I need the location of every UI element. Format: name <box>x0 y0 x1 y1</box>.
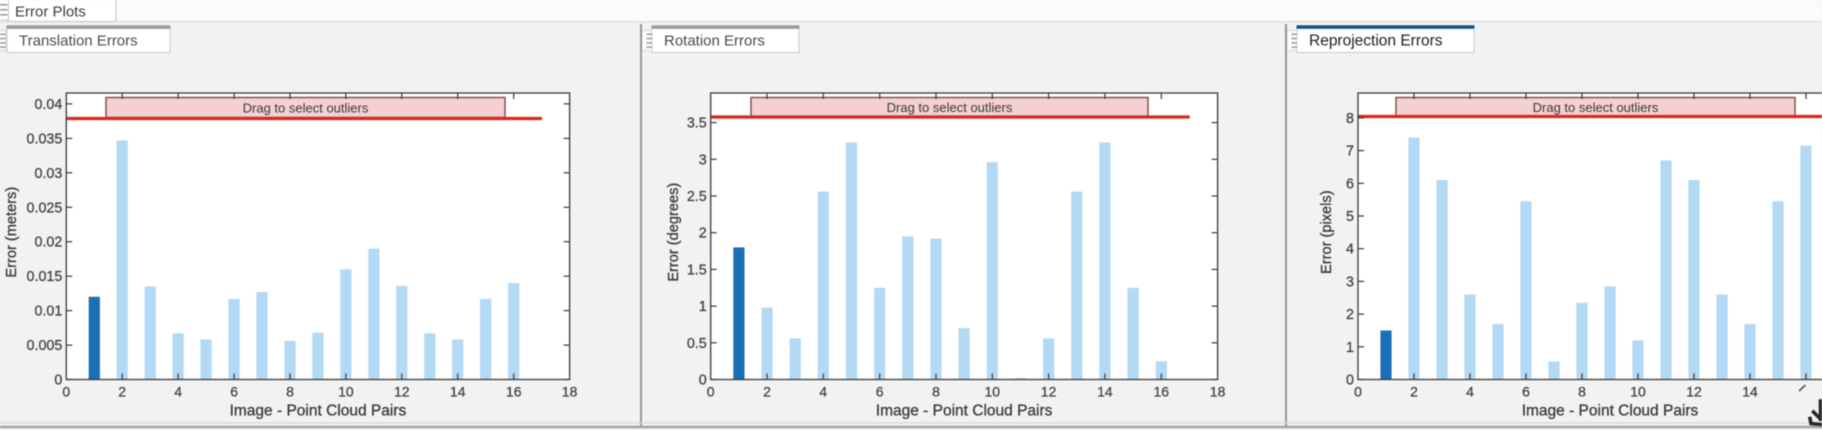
svg-text:0.005: 0.005 <box>27 338 63 354</box>
svg-text:1: 1 <box>699 299 707 315</box>
svg-text:1: 1 <box>1346 340 1354 356</box>
svg-text:2: 2 <box>699 226 707 242</box>
svg-text:Error (meters): Error (meters) <box>4 187 20 278</box>
svg-text:0.5: 0.5 <box>687 336 707 352</box>
svg-text:6: 6 <box>876 384 884 400</box>
svg-text:4: 4 <box>819 384 827 400</box>
svg-text:0.02: 0.02 <box>34 235 62 251</box>
svg-text:4: 4 <box>1346 242 1354 258</box>
svg-text:0: 0 <box>1346 373 1354 389</box>
svg-text:Translation Errors: Translation Errors <box>19 32 138 49</box>
svg-text:Error (degrees): Error (degrees) <box>666 183 682 282</box>
svg-text:2.5: 2.5 <box>687 189 707 205</box>
svg-text:Drag to select outliers: Drag to select outliers <box>243 101 369 116</box>
svg-text:0.035: 0.035 <box>27 131 63 147</box>
svg-text:8: 8 <box>286 384 294 400</box>
svg-text:8: 8 <box>932 384 940 400</box>
svg-text:Image - Point Cloud Pairs: Image - Point Cloud Pairs <box>1522 403 1699 420</box>
svg-text:Error (pixels): Error (pixels) <box>1319 190 1335 274</box>
svg-text:4: 4 <box>174 384 182 400</box>
svg-text:3: 3 <box>1346 274 1354 290</box>
svg-text:Drag to select outliers: Drag to select outliers <box>887 100 1013 115</box>
svg-text:2: 2 <box>1410 384 1418 400</box>
svg-text:0.01: 0.01 <box>34 304 62 320</box>
svg-text:0: 0 <box>62 384 70 400</box>
svg-text:5: 5 <box>1346 209 1354 225</box>
svg-text:2: 2 <box>118 384 126 400</box>
svg-text:1.5: 1.5 <box>687 262 707 278</box>
svg-text:Reprojection Errors: Reprojection Errors <box>1309 32 1443 49</box>
svg-text:0: 0 <box>699 373 707 389</box>
svg-text:4: 4 <box>1466 384 1474 400</box>
svg-text:Drag to select outliers: Drag to select outliers <box>1533 100 1659 115</box>
svg-text:2: 2 <box>763 384 771 400</box>
svg-text:0: 0 <box>54 373 62 389</box>
svg-text:0: 0 <box>707 384 715 400</box>
svg-text:10: 10 <box>985 384 1001 400</box>
svg-text:Image - Point Cloud Pairs: Image - Point Cloud Pairs <box>230 403 407 420</box>
svg-text:14: 14 <box>1097 384 1113 400</box>
svg-text:Image - Point Cloud Pairs: Image - Point Cloud Pairs <box>876 403 1053 420</box>
svg-text:8: 8 <box>1346 111 1354 127</box>
svg-text:7: 7 <box>1346 144 1354 160</box>
svg-text:16: 16 <box>506 384 522 400</box>
svg-text:6: 6 <box>230 384 238 400</box>
svg-text:16: 16 <box>1154 384 1170 400</box>
svg-text:3.5: 3.5 <box>687 116 707 132</box>
svg-text:Error Plots: Error Plots <box>15 4 86 21</box>
svg-text:10: 10 <box>338 384 354 400</box>
svg-text:12: 12 <box>1686 384 1702 400</box>
svg-text:3: 3 <box>699 152 707 168</box>
svg-text:Rotation Errors: Rotation Errors <box>664 32 765 49</box>
svg-text:14: 14 <box>450 384 466 400</box>
svg-text:0.03: 0.03 <box>34 166 62 182</box>
svg-text:0.04: 0.04 <box>34 97 62 113</box>
svg-text:12: 12 <box>1041 384 1057 400</box>
svg-text:14: 14 <box>1742 384 1758 400</box>
svg-text:0.015: 0.015 <box>27 269 63 285</box>
svg-text:18: 18 <box>1210 384 1226 400</box>
svg-text:18: 18 <box>562 384 578 400</box>
svg-text:12: 12 <box>394 384 410 400</box>
svg-text:10: 10 <box>1630 384 1646 400</box>
svg-text:6: 6 <box>1346 176 1354 192</box>
svg-text:2: 2 <box>1346 307 1354 323</box>
svg-text:0.025: 0.025 <box>27 200 63 216</box>
svg-text:0: 0 <box>1354 384 1362 400</box>
svg-text:6: 6 <box>1522 384 1530 400</box>
svg-text:8: 8 <box>1578 384 1586 400</box>
